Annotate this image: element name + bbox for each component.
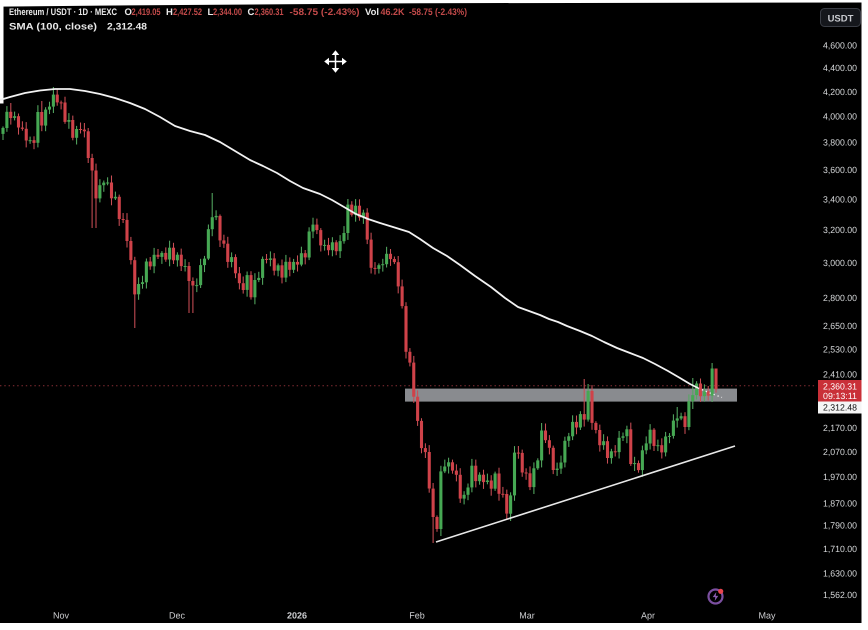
svg-text:L: L: [208, 7, 214, 18]
svg-text:1,710.00: 1,710.00: [823, 544, 857, 554]
svg-text:3,200.00: 3,200.00: [823, 225, 857, 235]
svg-text:2,360.31: 2,360.31: [255, 7, 285, 18]
svg-text:1,790.00: 1,790.00: [823, 521, 857, 531]
svg-text:1,870.00: 1,870.00: [823, 499, 857, 509]
svg-text:2,530.00: 2,530.00: [823, 345, 857, 355]
svg-text:1,562.00: 1,562.00: [823, 590, 857, 600]
svg-text:2,312.48: 2,312.48: [107, 22, 147, 33]
svg-text:SMA (100, close): SMA (100, close): [9, 22, 97, 33]
svg-text:2,410.00: 2,410.00: [823, 369, 857, 379]
svg-text:4,400.00: 4,400.00: [823, 63, 857, 73]
svg-text:2,419.05: 2,419.05: [132, 7, 162, 18]
svg-text:Apr: Apr: [641, 611, 655, 621]
svg-text:4,200.00: 4,200.00: [823, 87, 857, 97]
svg-text:Nov: Nov: [53, 611, 70, 621]
svg-text:2,360.31: 2,360.31: [823, 382, 857, 392]
svg-text:3,000.00: 3,000.00: [823, 258, 857, 268]
svg-text:46.2K: 46.2K: [381, 7, 405, 18]
svg-text:Feb: Feb: [409, 611, 425, 621]
svg-text:2026: 2026: [287, 611, 307, 621]
svg-text:3,400.00: 3,400.00: [823, 194, 857, 204]
svg-text:H: H: [166, 7, 173, 18]
svg-text:4,000.00: 4,000.00: [823, 112, 857, 122]
svg-text:USDT: USDT: [828, 14, 854, 25]
svg-text:2,650.00: 2,650.00: [823, 321, 857, 331]
svg-text:Vol: Vol: [365, 7, 379, 18]
svg-text:O: O: [125, 7, 132, 18]
svg-text:-58.75 (-2.43%): -58.75 (-2.43%): [290, 7, 360, 18]
svg-text:3,600.00: 3,600.00: [823, 165, 857, 175]
svg-text:2,170.00: 2,170.00: [823, 423, 857, 433]
svg-text:1,630.00: 1,630.00: [823, 568, 857, 578]
svg-text:3,800.00: 3,800.00: [823, 138, 857, 148]
svg-text:1,970.00: 1,970.00: [823, 472, 857, 482]
svg-text:2,344.00: 2,344.00: [213, 7, 242, 18]
svg-text:2,427.52: 2,427.52: [173, 7, 202, 18]
svg-text:2,800.00: 2,800.00: [823, 293, 857, 303]
svg-text:2,312.48: 2,312.48: [823, 403, 857, 413]
svg-text:Dec: Dec: [169, 611, 186, 621]
svg-text:-58.75 (-2.43%): -58.75 (-2.43%): [409, 7, 467, 18]
svg-text:4,600.00: 4,600.00: [823, 41, 857, 51]
svg-text:09:13:11: 09:13:11: [823, 391, 857, 401]
svg-text:2,070.00: 2,070.00: [823, 447, 857, 457]
svg-text:Mar: Mar: [519, 611, 535, 621]
svg-text:C: C: [248, 7, 255, 18]
svg-text:May: May: [758, 611, 776, 621]
svg-text:Ethereum / USDT · 1D · MEXC: Ethereum / USDT · 1D · MEXC: [9, 7, 117, 18]
